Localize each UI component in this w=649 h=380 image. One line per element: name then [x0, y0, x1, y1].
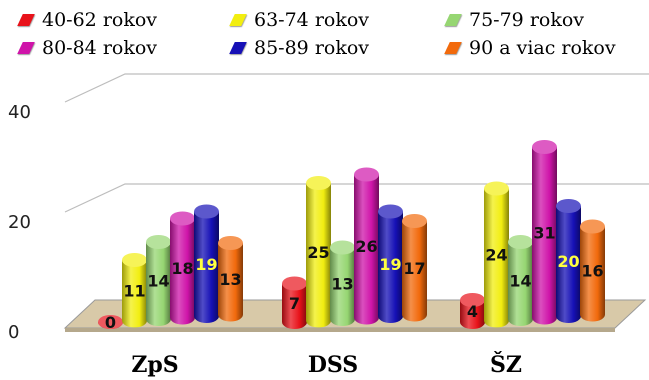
bar-ZpS-63-74 rokov — [122, 253, 147, 328]
bar-DSS-40-62 rokov — [282, 276, 307, 330]
bar-body — [282, 283, 307, 330]
bar-ZpS-85-89 rokov — [194, 204, 219, 324]
bar-body — [580, 226, 605, 322]
legend-label-40-62: 40-62 rokov — [42, 9, 158, 31]
bar-DSS-63-74 rokov — [306, 176, 331, 328]
bar-top — [98, 315, 123, 329]
legend-item-63-74: 63-74 rokov — [229, 6, 447, 34]
bar-ZpS-90 a viac rokov — [218, 236, 243, 322]
bar-DSS-85-89 rokov — [378, 204, 403, 323]
legend-item-40-62: 40-62 rokov — [17, 6, 232, 34]
data-label: 13 — [219, 270, 241, 289]
data-label: 11 — [123, 281, 145, 300]
data-label: 17 — [403, 259, 425, 278]
bar-top — [378, 204, 403, 219]
legend-label-80-84: 80-84 rokov — [42, 37, 158, 59]
bar-DSS-80-84 rokov — [354, 167, 379, 325]
legend: 40-62 rokov 63-74 rokov 75-79 rokov 80-8… — [0, 6, 649, 70]
bar-body — [122, 260, 147, 328]
bar-top — [146, 235, 171, 249]
bar-DSS-90 a viac rokov — [402, 214, 427, 322]
y-tick-label: 40 — [8, 102, 31, 123]
data-label: 0 — [105, 313, 116, 332]
category-label-1: DSS — [308, 352, 358, 378]
bar-top — [170, 211, 195, 226]
bar-top — [508, 235, 533, 249]
y-tick-label: 20 — [8, 212, 31, 233]
bar-ŠZ-75-79 rokov — [508, 235, 533, 326]
bar-ŠZ-80-84 rokov — [532, 140, 557, 325]
data-label: 20 — [557, 252, 579, 271]
bar-top — [580, 219, 605, 234]
bar-ZpS-75-79 rokov — [146, 235, 171, 326]
data-label: 7 — [289, 294, 300, 313]
data-label: 25 — [307, 243, 329, 262]
data-label: 26 — [355, 237, 377, 256]
bar-top — [282, 276, 307, 291]
bar-ŠZ-63-74 rokov — [484, 181, 509, 328]
bar-body — [556, 206, 581, 324]
bar-body — [330, 247, 355, 326]
bar-top — [460, 293, 485, 307]
bars — [98, 140, 605, 330]
bar-top — [194, 204, 219, 219]
bar-body — [146, 242, 171, 326]
bar-top — [306, 176, 331, 190]
y-axis-ticks: 0 20 40 — [8, 102, 31, 343]
legend-label-75-79: 75-79 rokov — [469, 9, 585, 31]
legend-item-75-79: 75-79 rokov — [444, 6, 649, 34]
legend-item-85-89: 85-89 rokov — [229, 34, 447, 62]
bar-ŠZ-85-89 rokov — [556, 199, 581, 324]
legend-label-85-89: 85-89 rokov — [254, 37, 370, 59]
bar-body — [508, 242, 533, 326]
gridline-40 — [64, 73, 649, 103]
bar-body — [402, 221, 427, 322]
data-label: 4 — [467, 302, 478, 321]
bar-body — [170, 218, 195, 325]
category-label-0: ZpS — [131, 352, 178, 378]
data-label: 14 — [147, 272, 169, 291]
bar-body — [354, 174, 379, 325]
bar-body — [484, 188, 509, 328]
bar-ZpS-80-84 rokov — [170, 211, 195, 325]
bar-ŠZ-90 a viac rokov — [580, 219, 605, 322]
legend-label-63-74: 63-74 rokov — [254, 9, 370, 31]
category-labels: ZpS DSS ŠZ — [131, 351, 522, 378]
bar-body — [378, 211, 403, 323]
data-label: 24 — [485, 246, 507, 265]
legend-item-80-84: 80-84 rokov — [17, 34, 232, 62]
bar-top — [532, 140, 557, 154]
floor-edge — [65, 328, 615, 332]
data-label: 19 — [379, 255, 401, 274]
bar-body — [460, 300, 485, 330]
data-label: 31 — [533, 223, 555, 242]
y-tick-label: 0 — [8, 322, 19, 343]
data-label: 19 — [195, 255, 217, 274]
bar-body — [218, 243, 243, 322]
bar-ŠZ-40-62 rokov — [460, 293, 485, 330]
bar-top — [122, 253, 147, 267]
data-label: 14 — [509, 272, 531, 291]
bar-ZpS-40-62 rokov — [98, 315, 123, 330]
legend-item-90-plus: 90 a viac rokov — [444, 34, 649, 62]
bar-top — [330, 240, 355, 255]
category-label-2: ŠZ — [490, 351, 522, 378]
data-label: 18 — [171, 259, 193, 278]
bar-body — [194, 211, 219, 324]
bar-top — [354, 167, 379, 182]
bar-top — [484, 181, 509, 196]
bar-body — [532, 147, 557, 325]
bar-top — [556, 199, 581, 213]
data-label: 16 — [581, 262, 603, 281]
legend-label-90-plus: 90 a viac rokov — [469, 37, 616, 59]
bar-body — [306, 183, 331, 328]
bar-top — [402, 214, 427, 228]
data-label: 13 — [331, 274, 353, 293]
bar-DSS-75-79 rokov — [330, 240, 355, 326]
bar-top — [218, 236, 243, 250]
